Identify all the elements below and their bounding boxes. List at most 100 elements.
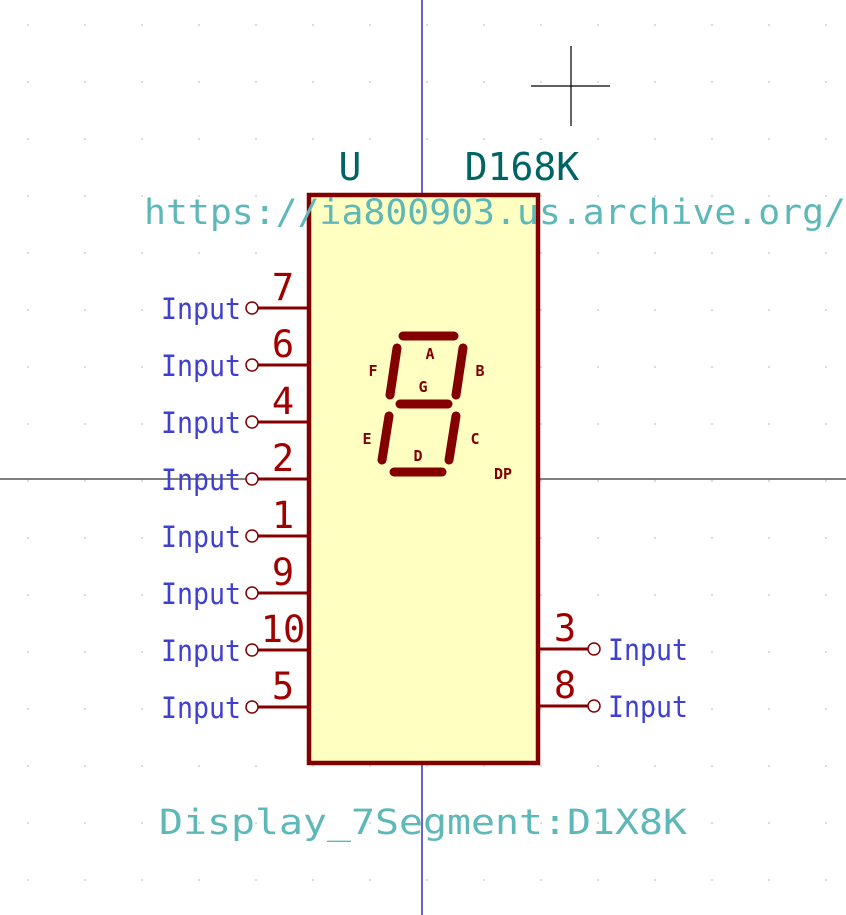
pin-end-circle[interactable] (245, 643, 259, 657)
grid-dot (767, 365, 771, 369)
segment-label-e: E (362, 430, 371, 448)
grid-dot (254, 821, 258, 825)
grid-dot (26, 23, 30, 27)
grid-dot (767, 422, 771, 426)
grid-dot (539, 308, 543, 312)
grid-dot (824, 878, 828, 882)
grid-dot (140, 878, 144, 882)
grid-dot (596, 878, 600, 882)
grid-dot (140, 137, 144, 141)
segment-label-c: C (470, 430, 479, 448)
pin-end-circle[interactable] (245, 301, 259, 315)
grid-dot (83, 878, 87, 882)
pin-type: Input (161, 349, 241, 383)
grid-dot (482, 821, 486, 825)
grid-dot (197, 308, 201, 312)
grid-dot (824, 80, 828, 84)
grid-dot (83, 308, 87, 312)
grid-dot (311, 137, 315, 141)
grid-dot (824, 251, 828, 255)
grid-dot (710, 707, 714, 711)
grid-dot (824, 308, 828, 312)
grid-dot (197, 251, 201, 255)
pin-end-circle[interactable] (245, 358, 259, 372)
footprint-field[interactable]: Display_7Segment:D1X8K (159, 803, 687, 843)
grid-dot (425, 821, 429, 825)
segment-e (377, 411, 394, 465)
grid-dot (767, 536, 771, 540)
pin-end-circle[interactable] (245, 529, 259, 543)
segment-b (451, 343, 468, 400)
grid-dot (368, 137, 372, 141)
pin-end-circle[interactable] (587, 642, 601, 656)
pin-type: Input (161, 634, 241, 668)
grid-dot (254, 80, 258, 84)
grid-dot (482, 878, 486, 882)
pin-end-circle[interactable] (245, 700, 259, 714)
grid-dot (83, 821, 87, 825)
grid-dot (197, 23, 201, 27)
symbol-body[interactable] (306, 192, 541, 766)
grid-dot (653, 707, 657, 711)
pin-type: Input (161, 463, 241, 497)
pin-number: 4 (272, 380, 294, 423)
pin-number: 5 (272, 665, 294, 708)
pin-end-circle[interactable] (245, 586, 259, 600)
grid-dot (596, 821, 600, 825)
grid-dot (824, 764, 828, 768)
segment-labels: A B C D E F G DP (362, 345, 512, 483)
pin-type: Input (608, 633, 688, 667)
grid-dot (425, 23, 429, 27)
grid-dot (824, 536, 828, 540)
cursor-crosshair-icon (531, 46, 610, 126)
grid-dot (197, 764, 201, 768)
seven-segment-graphic (377, 331, 468, 477)
grid-dot (539, 23, 543, 27)
reference-field[interactable]: U (339, 145, 362, 189)
pin-end-circle[interactable] (587, 699, 601, 713)
grid-dot (767, 251, 771, 255)
grid-dot (824, 194, 828, 198)
grid-dot (311, 80, 315, 84)
grid-dot (482, 764, 486, 768)
grid-dot (83, 650, 87, 654)
pin-end-circle[interactable] (245, 472, 259, 486)
grid-dot (83, 365, 87, 369)
grid-dot (425, 80, 429, 84)
grid-dot (539, 479, 543, 483)
grid-dot (26, 137, 30, 141)
grid-dot (197, 80, 201, 84)
grid-dot (710, 650, 714, 654)
grid-dot (140, 422, 144, 426)
grid-dot (83, 764, 87, 768)
grid-dot (710, 308, 714, 312)
grid-dot (653, 194, 657, 198)
grid-dot (596, 764, 600, 768)
pin-end-circle[interactable] (245, 415, 259, 429)
grid-dot (311, 764, 315, 768)
grid-dot (482, 137, 486, 141)
grid-dot (254, 251, 258, 255)
grid-dot (710, 764, 714, 768)
grid-dot (368, 821, 372, 825)
grid-dot (596, 365, 600, 369)
pin-number: 8 (554, 664, 576, 707)
pin-number: 10 (261, 608, 306, 651)
grid-dot (140, 821, 144, 825)
grid-dot (710, 536, 714, 540)
grid-dot (482, 23, 486, 27)
grid-dot (425, 878, 429, 882)
grid-dot (197, 479, 201, 483)
pin-number: 2 (272, 437, 294, 480)
grid-dot (140, 80, 144, 84)
grid-dot (653, 23, 657, 27)
grid-dot (824, 23, 828, 27)
grid-dot (710, 593, 714, 597)
grid-dot (83, 251, 87, 255)
grid-dot (824, 365, 828, 369)
datasheet-field[interactable]: https://ia800903.us.archive.org/ (144, 193, 846, 233)
grid-dot (197, 137, 201, 141)
value-field[interactable]: D168K (465, 145, 580, 189)
grid-dot (767, 194, 771, 198)
